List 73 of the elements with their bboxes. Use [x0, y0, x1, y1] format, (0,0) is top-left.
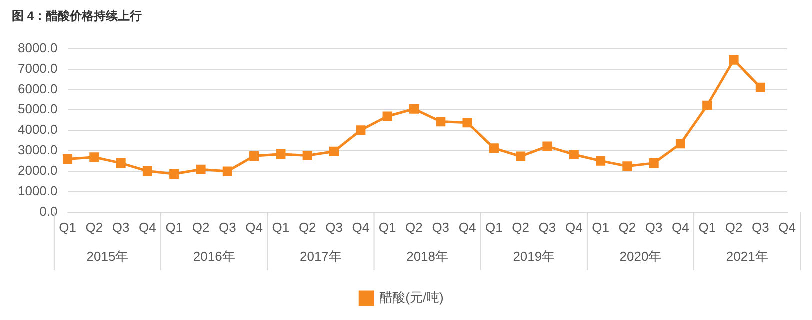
- x-tick-label: Q2: [406, 220, 423, 235]
- x-tick-label: Q1: [59, 220, 76, 235]
- text: 2016年: [193, 248, 236, 264]
- point: [596, 156, 606, 166]
- text: 2019年: [513, 248, 556, 264]
- x-tick-label: Q1: [166, 220, 184, 235]
- y-tick-label: 6000.0: [18, 81, 58, 96]
- point: [756, 82, 766, 92]
- x-tick-label: Q4: [458, 220, 476, 235]
- x-tick-label: Q4: [565, 220, 583, 235]
- legend-label: 醋酸(元/吨): [380, 290, 444, 306]
- x-tick-label: Q2: [725, 220, 743, 235]
- y-tick-label: 5000.0: [18, 102, 58, 117]
- point: [276, 150, 286, 160]
- point: [356, 126, 366, 136]
- x-tick-label: Q4: [672, 220, 690, 235]
- y-tick-label: 3000.0: [18, 142, 58, 158]
- y-tick-label: 4000.0: [18, 122, 58, 138]
- x-tick-label: Q3: [752, 220, 770, 235]
- point: [170, 169, 180, 179]
- x-tick-label: Q4: [778, 220, 796, 235]
- x-tick-label: Q3: [538, 220, 556, 235]
- point: [516, 152, 526, 162]
- point: [649, 158, 659, 168]
- text: 2017年: [300, 248, 342, 264]
- point: [409, 104, 420, 114]
- point: [302, 150, 312, 161]
- text: 2020年: [620, 248, 662, 264]
- x-tick-label: Q4: [139, 220, 156, 235]
- y-tick-label: 7000.0: [18, 60, 58, 76]
- point: [62, 154, 73, 164]
- point: [622, 162, 632, 172]
- point: [489, 144, 499, 154]
- y-tick-label: 8000.0: [18, 40, 58, 56]
- x-tick-label: Q2: [618, 220, 636, 235]
- x-tick-label: Q4: [352, 220, 370, 235]
- text: 2021年: [726, 248, 768, 264]
- point: [436, 117, 446, 127]
- point: [90, 152, 100, 162]
- point: [382, 112, 392, 122]
- x-tick-label: Q2: [192, 220, 210, 235]
- text: 2015年: [86, 248, 129, 264]
- x-tick-label: Q3: [645, 220, 663, 235]
- y-tick-label: 0.0: [40, 204, 58, 219]
- x-tick-label: Q3: [218, 220, 236, 235]
- point: [329, 146, 340, 156]
- point: [222, 166, 232, 176]
- x-tick-label: Q4: [246, 220, 263, 235]
- point: [250, 151, 260, 161]
- point: [702, 100, 712, 110]
- point: [729, 55, 739, 65]
- x-tick-label: Q1: [378, 220, 396, 235]
- x-tick-label: Q1: [272, 220, 290, 235]
- text: 2018年: [406, 248, 449, 264]
- x-tick-label: Q2: [512, 220, 530, 235]
- x-tick-label: Q3: [112, 220, 130, 235]
- point: [542, 142, 552, 152]
- point: [462, 118, 472, 128]
- point: [116, 158, 126, 168]
- x-tick-label: Q1: [486, 220, 503, 235]
- y-tick-label: 2000.0: [18, 163, 58, 178]
- chart-title: 图 4：醋酸价格持续上行: [12, 8, 144, 25]
- x-tick-label: Q1: [592, 220, 610, 235]
- point: [676, 139, 686, 149]
- y-tick-label: 1000.0: [18, 184, 58, 199]
- point: [569, 150, 579, 160]
- x-tick-label: Q3: [326, 220, 343, 235]
- x-tick-label: Q1: [698, 220, 716, 235]
- x-tick-label: Q2: [86, 220, 104, 235]
- x-tick-label: Q3: [432, 220, 450, 235]
- point: [142, 166, 152, 176]
- x-tick-label: Q2: [298, 220, 316, 235]
- point: [196, 164, 206, 174]
